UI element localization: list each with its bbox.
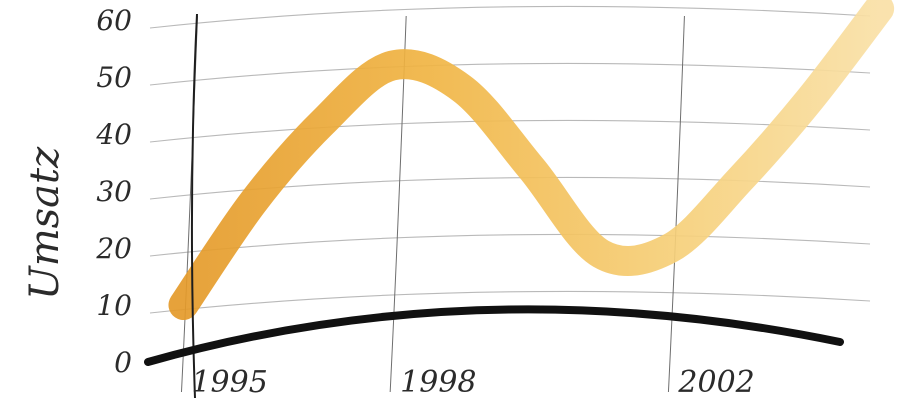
gridline-60	[149, 5, 871, 29]
x-tick-label: 1998	[400, 365, 476, 400]
x-tick-label: 2002	[677, 365, 754, 400]
tick-labels: 0 10 20 30 40 50 60 1995 1998 2002	[95, 4, 754, 400]
gridline-50	[149, 62, 871, 86]
y-axis-label: Umsatz	[22, 146, 68, 300]
axes	[144, 13, 844, 399]
x-tick-label: 1995	[191, 365, 267, 400]
gridline-10	[149, 290, 871, 314]
y-tick-label: 20	[95, 232, 132, 265]
y-axis-line	[190, 13, 198, 399]
y-tick-label: 10	[96, 289, 132, 322]
series-line	[168, 0, 895, 320]
y-tick-label: 40	[95, 118, 132, 151]
y-tick-label: 60	[96, 4, 132, 37]
x-axis-baseline	[144, 305, 844, 366]
y-tick-label: 0	[114, 346, 132, 379]
y-tick-label: 50	[96, 61, 132, 94]
vline-2002	[667, 15, 685, 393]
gridline-20	[149, 233, 871, 257]
series-group	[168, 0, 895, 320]
y-tick-label: 30	[96, 175, 132, 208]
